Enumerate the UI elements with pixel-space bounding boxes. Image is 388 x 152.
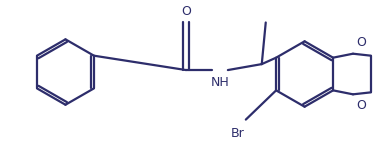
Text: O: O <box>356 36 366 49</box>
Text: NH: NH <box>211 76 229 89</box>
Text: O: O <box>181 5 191 17</box>
Text: Br: Br <box>231 127 245 140</box>
Text: O: O <box>356 99 366 112</box>
